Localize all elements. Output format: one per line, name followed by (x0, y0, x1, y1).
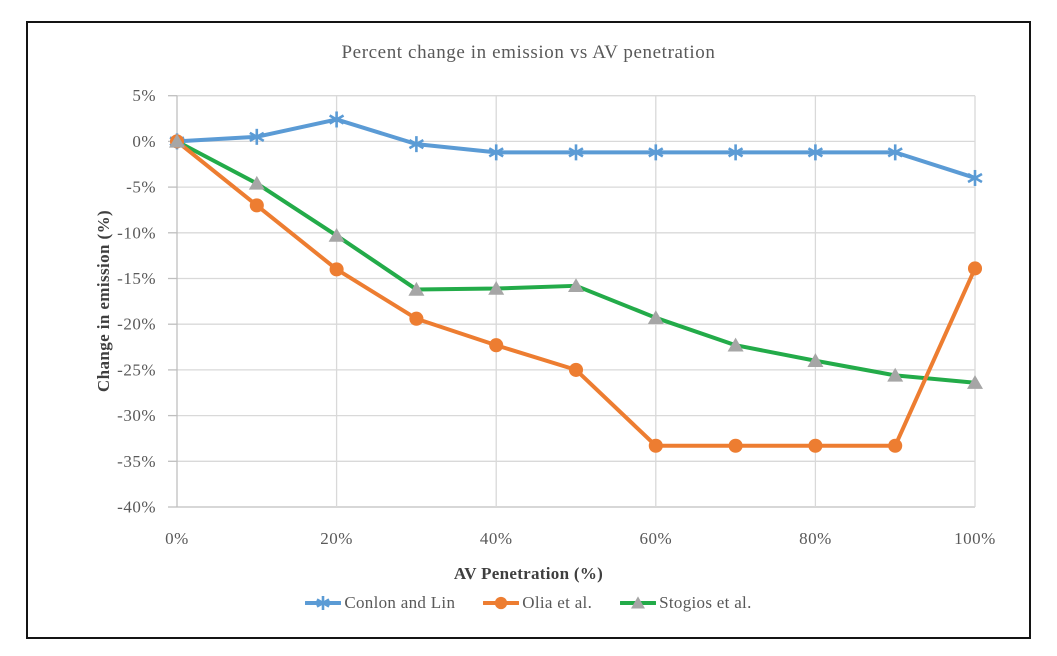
y-tick-label: -25% (117, 360, 156, 379)
x-axis-title: AV Penetration (%) (453, 564, 604, 583)
triangle-marker (967, 375, 983, 389)
asterisk-arm (328, 114, 345, 125)
legend-label: Olia et al. (522, 593, 593, 612)
circle-marker (495, 596, 508, 610)
asterisk-marker (328, 111, 345, 128)
x-tick-label: 60% (639, 529, 672, 548)
series-layer (169, 111, 983, 453)
triangle-marker (887, 367, 904, 382)
series-markers-conlon-and-lin (169, 111, 983, 186)
figure-border (26, 21, 1031, 639)
x-tick-label: 80% (799, 529, 832, 548)
triangle-marker (248, 175, 265, 190)
x-tick-label: 20% (320, 529, 353, 548)
circle-marker (329, 262, 344, 277)
circle-marker (249, 198, 264, 213)
asterisk-arm (887, 147, 903, 158)
asterisk-arm (727, 147, 744, 158)
triangle-marker (408, 281, 425, 296)
y-tick-label: -5% (126, 178, 156, 197)
legend-label: Conlon and Lin (344, 593, 456, 612)
circle-marker (489, 338, 504, 353)
x-tick-label: 100% (954, 529, 996, 548)
chart-title: Percent change in emission vs AV penetra… (341, 42, 716, 63)
y-axis-title: Change in emission (%) (94, 209, 113, 393)
asterisk-marker (568, 144, 584, 161)
series-line-stogios-et-al- (175, 139, 977, 385)
asterisk-marker (488, 144, 504, 161)
asterisk-arm (488, 147, 504, 158)
circle-marker (648, 438, 663, 453)
circle-marker (728, 438, 743, 453)
asterisk-arm (967, 172, 983, 184)
y-tick-label: 0% (132, 132, 156, 151)
asterisk-arm (408, 139, 425, 150)
asterisk-marker (727, 144, 744, 161)
y-tick-label: -15% (117, 269, 156, 288)
triangle-marker (488, 280, 505, 295)
x-tick-label: 40% (480, 529, 513, 548)
circle-marker (409, 311, 424, 326)
circle-legend-swatch (483, 596, 520, 610)
circle-marker (808, 438, 823, 453)
circle-marker (568, 362, 584, 377)
y-tick-label: -35% (117, 452, 156, 471)
asterisk-legend-swatch (305, 596, 342, 610)
triangle-legend-swatch (620, 596, 657, 609)
triangle-marker (328, 227, 345, 242)
x-tick-label: 0% (165, 529, 189, 548)
circle-marker (967, 261, 983, 276)
y-tick-label: -30% (117, 406, 156, 425)
asterisk-marker (967, 169, 983, 186)
legend-item-stogios-et-al-: Stogios et al. (620, 593, 752, 613)
asterisk-arm (648, 147, 664, 158)
asterisk-marker (648, 144, 664, 161)
asterisk-marker (316, 596, 331, 610)
y-tick-label: -10% (117, 223, 156, 242)
triangle-marker (631, 596, 646, 609)
legend-item-conlon-and-lin: Conlon and Lin (305, 593, 455, 613)
asterisk-marker (807, 144, 824, 161)
chart-legend: Conlon and Lin Olia et al. Stogios et al. (26, 593, 1031, 613)
y-tick-label: 5% (132, 86, 156, 105)
asterisk-arm (568, 147, 584, 158)
legend-label: Stogios et al. (659, 593, 752, 612)
asterisk-arm (249, 131, 265, 142)
series-markers-stogios-et-al- (169, 133, 983, 389)
triangle-marker (727, 337, 744, 352)
circle-marker (888, 438, 903, 453)
triangle-marker (647, 310, 664, 325)
triangle-marker (807, 353, 824, 367)
series-markers-olia-et-al- (169, 134, 983, 453)
asterisk-arm (316, 598, 331, 608)
y-tick-label: -20% (117, 315, 156, 334)
asterisk-marker (249, 128, 265, 145)
legend-item-olia-et-al-: Olia et al. (483, 593, 592, 613)
triangle-marker (568, 278, 584, 293)
triangle-marker (169, 133, 185, 148)
y-tick-label: -40% (117, 498, 156, 517)
tick-label-layer: 5% 0% -5% -10% -15% -20% -25% -30% -35% -40% 0% 20%… (117, 86, 996, 548)
asterisk-marker (408, 136, 425, 153)
asterisk-marker (887, 144, 903, 161)
asterisk-arm (807, 147, 824, 158)
